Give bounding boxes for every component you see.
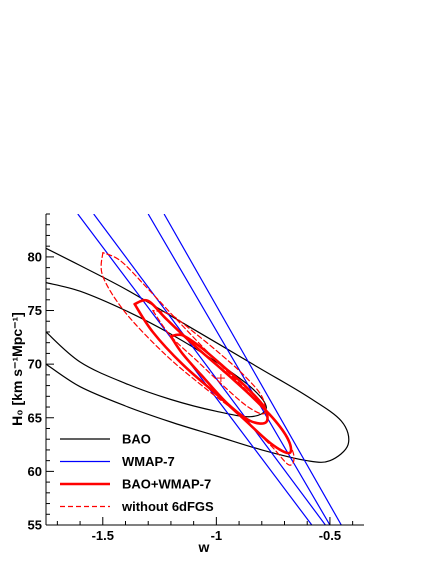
series-bao [46,247,350,463]
plot-area [46,214,350,525]
without-6dfgs-contour-68 [152,309,266,415]
x-axis-title: w [198,539,210,555]
legend-label: WMAP-7 [122,454,175,469]
bao-wmap-7-contour-95 [133,298,293,455]
legend-label: BAO+WMAP-7 [122,477,211,492]
series-bao-wmap-7 [133,298,293,455]
legend-item-bao: BAO [60,432,151,447]
y-tick-label: 60 [28,464,42,479]
bao-contour-95 [46,247,350,463]
y-tick-label: 80 [28,249,42,264]
legend-item-wmap-7: WMAP-7 [60,454,175,469]
wmap-7-line-4 [163,214,342,525]
x-tick-label: -1.5 [92,528,114,543]
y-tick-label: 55 [28,518,42,533]
y-tick-label: 70 [28,357,42,372]
y-tick-label: 75 [28,303,42,318]
axis-ticks: 55 60 65 70 75 80 -1.5 -1 -0.5 [28,213,354,543]
wmap-7-line-2 [93,214,326,525]
without-6dfgs-contour-95 [100,252,295,466]
bao-wmap-7-contour-68 [169,333,269,425]
y-axis-title: H₀ [km s⁻¹Mpc⁻¹] [9,312,25,426]
y-tick-label: 65 [28,410,42,425]
bao-contour-68 [46,282,267,418]
x-tick-label: -1 [211,528,223,543]
legend-item-without-6dfgs: without 6dFGS [60,499,214,514]
legend-item-bao-wmap-7: BAO+WMAP-7 [60,477,211,492]
wmap-7-line-3 [147,214,331,525]
x-tick-label: -0.5 [319,528,341,543]
legend-label: without 6dFGS [121,499,214,514]
legend: BAO WMAP-7 BAO+WMAP-7 without 6dFGS [60,432,214,514]
best-fit-marker [216,374,225,383]
legend-label: BAO [122,432,151,447]
series-without-6dfgs [100,252,295,466]
axes-frame [45,214,364,526]
